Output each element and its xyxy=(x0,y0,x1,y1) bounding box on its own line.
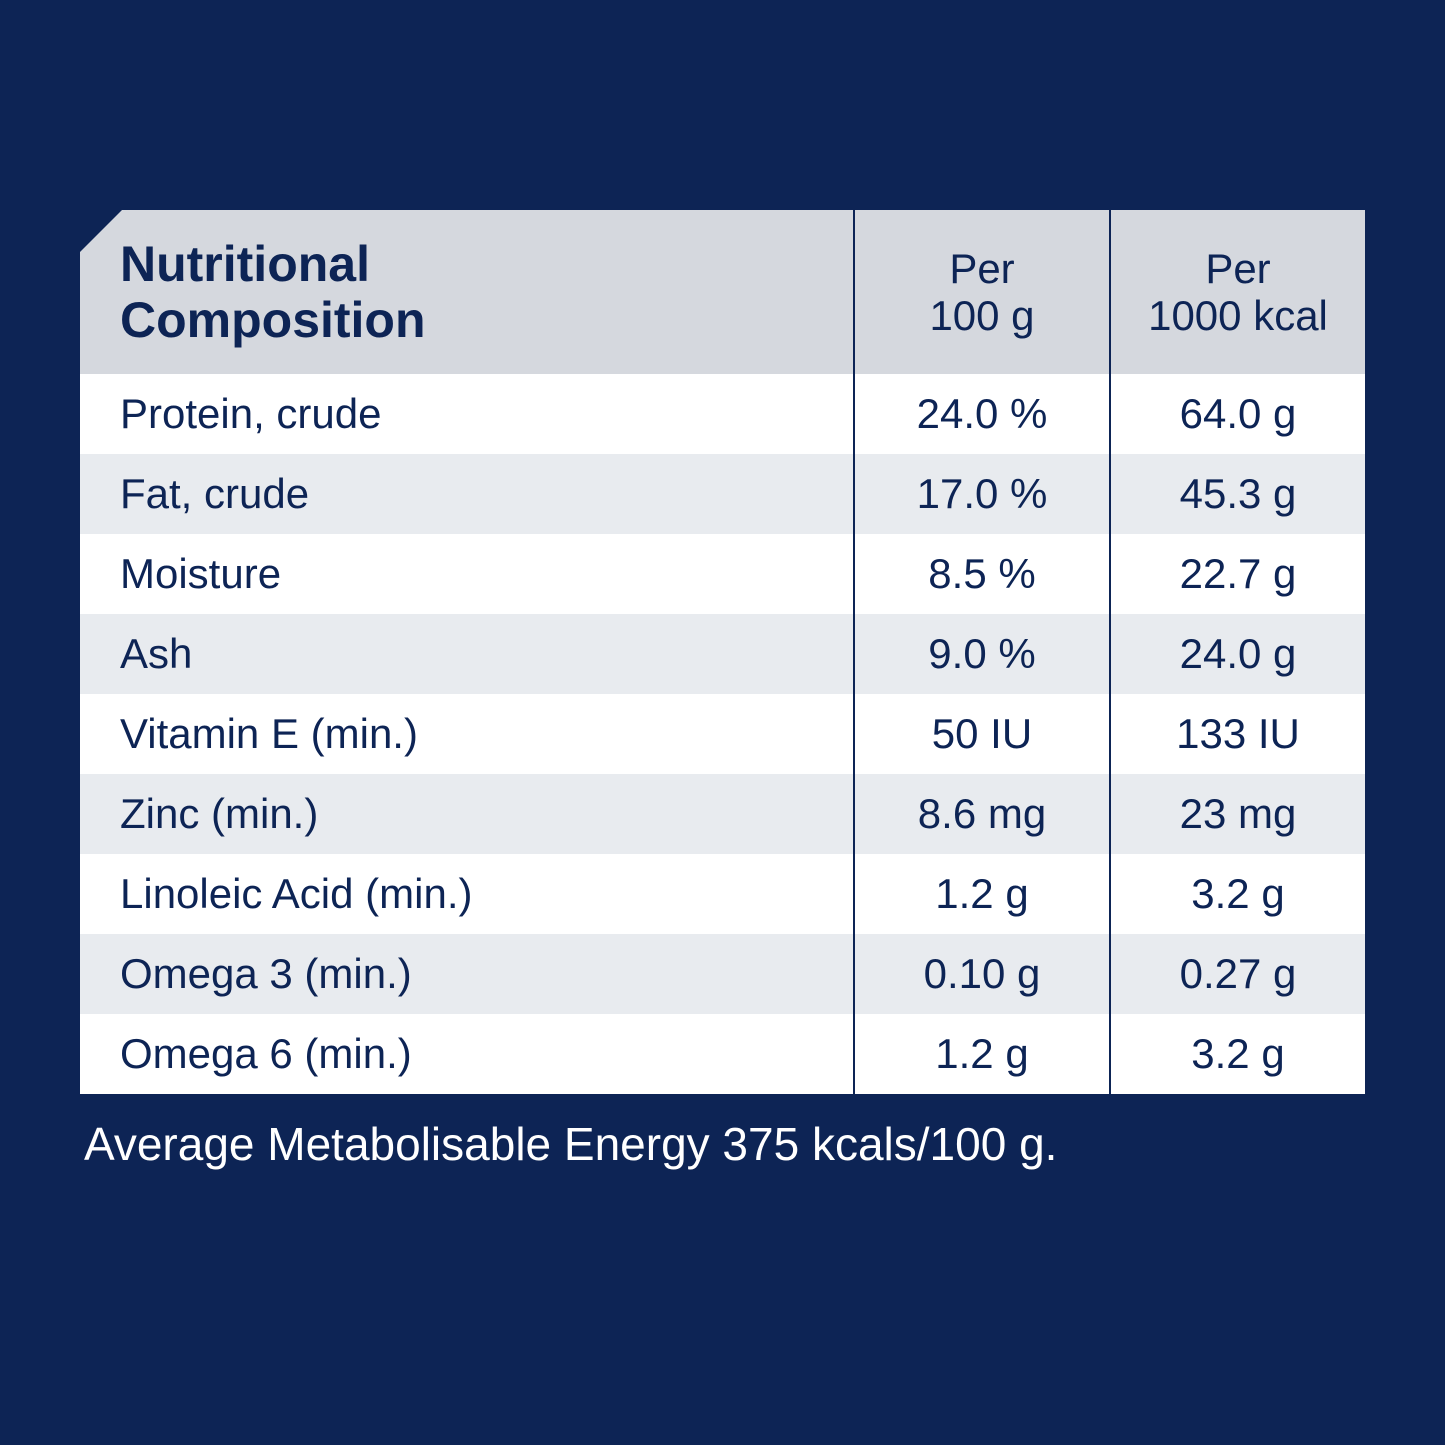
value-per-100g: 1.2 g xyxy=(853,854,1109,934)
value-per-100g: 50 IU xyxy=(853,694,1109,774)
value-per-1000kcal: 64.0 g xyxy=(1109,374,1365,454)
nutrient-name: Moisture xyxy=(80,534,853,614)
table-row: Fat, crude17.0 %45.3 g xyxy=(80,454,1365,534)
table-header-row: NutritionalComposition Per100 g Per1000 … xyxy=(80,210,1365,374)
nutrient-name: Vitamin E (min.) xyxy=(80,694,853,774)
nutrition-card: NutritionalComposition Per100 g Per1000 … xyxy=(80,210,1365,1094)
table-row: Omega 3 (min.)0.10 g0.27 g xyxy=(80,934,1365,1014)
value-per-1000kcal: 0.27 g xyxy=(1109,934,1365,1014)
table-title: NutritionalComposition xyxy=(120,236,813,348)
table-row: Zinc (min.)8.6 mg23 mg xyxy=(80,774,1365,854)
table-body: Protein, crude24.0 %64.0 gFat, crude17.0… xyxy=(80,374,1365,1094)
nutrient-name: Fat, crude xyxy=(80,454,853,534)
value-per-100g: 8.6 mg xyxy=(853,774,1109,854)
value-per-1000kcal: 23 mg xyxy=(1109,774,1365,854)
nutrient-name: Omega 3 (min.) xyxy=(80,934,853,1014)
nutrient-name: Protein, crude xyxy=(80,374,853,454)
nutrient-name: Ash xyxy=(80,614,853,694)
value-per-1000kcal: 3.2 g xyxy=(1109,854,1365,934)
value-per-100g: 24.0 % xyxy=(853,374,1109,454)
table-row: Moisture8.5 %22.7 g xyxy=(80,534,1365,614)
value-per-1000kcal: 24.0 g xyxy=(1109,614,1365,694)
table-row: Linoleic Acid (min.)1.2 g3.2 g xyxy=(80,854,1365,934)
table-row: Ash9.0 %24.0 g xyxy=(80,614,1365,694)
nutrient-name: Zinc (min.) xyxy=(80,774,853,854)
value-per-100g: 9.0 % xyxy=(853,614,1109,694)
nutrition-table: NutritionalComposition Per100 g Per1000 … xyxy=(80,210,1365,1094)
value-per-1000kcal: 22.7 g xyxy=(1109,534,1365,614)
value-per-100g: 0.10 g xyxy=(853,934,1109,1014)
footer-note: Average Metabolisable Energy 375 kcals/1… xyxy=(80,1094,1365,1174)
table-title-cell: NutritionalComposition xyxy=(80,210,853,374)
value-per-100g: 1.2 g xyxy=(853,1014,1109,1094)
table-row: Vitamin E (min.)50 IU133 IU xyxy=(80,694,1365,774)
column-header-per-100g: Per100 g xyxy=(853,210,1109,374)
value-per-1000kcal: 45.3 g xyxy=(1109,454,1365,534)
value-per-1000kcal: 133 IU xyxy=(1109,694,1365,774)
column-header-per-1000kcal: Per1000 kcal xyxy=(1109,210,1365,374)
nutrient-name: Omega 6 (min.) xyxy=(80,1014,853,1094)
table-row: Omega 6 (min.)1.2 g3.2 g xyxy=(80,1014,1365,1094)
value-per-100g: 17.0 % xyxy=(853,454,1109,534)
value-per-100g: 8.5 % xyxy=(853,534,1109,614)
nutrient-name: Linoleic Acid (min.) xyxy=(80,854,853,934)
table-row: Protein, crude24.0 %64.0 g xyxy=(80,374,1365,454)
value-per-1000kcal: 3.2 g xyxy=(1109,1014,1365,1094)
